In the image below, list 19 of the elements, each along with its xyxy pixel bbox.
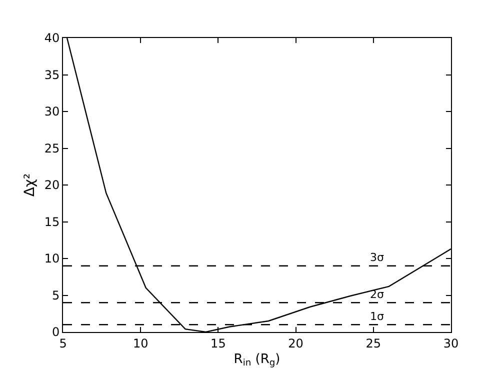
- y-tick-label: 40: [44, 31, 60, 46]
- y-tick-label: 35: [44, 68, 60, 82]
- x-tick-label: 10: [132, 336, 148, 350]
- line-series: [66, 38, 451, 332]
- y-tick-label: 15: [44, 214, 60, 229]
- ref-line-label: 3σ: [370, 251, 384, 264]
- ref-line-label: 1σ: [370, 310, 384, 323]
- x-tick-label: 30: [443, 336, 459, 350]
- y-tick-label: 5: [52, 288, 60, 302]
- x-axis-title: R$_{in}$ (R$_{g}$): [234, 352, 280, 369]
- x-tick-label: 25: [366, 336, 382, 350]
- y-axis-title: Δχ²: [22, 173, 38, 197]
- y-tick-label: 20: [44, 178, 60, 192]
- y-tick-label: 30: [44, 104, 60, 119]
- y-tick-label: 25: [44, 141, 60, 156]
- x-tick-label: 15: [210, 336, 226, 350]
- y-tick-label: 10: [44, 252, 60, 266]
- y-tick-label: 0: [52, 325, 60, 340]
- x-tick-label: 20: [288, 336, 304, 350]
